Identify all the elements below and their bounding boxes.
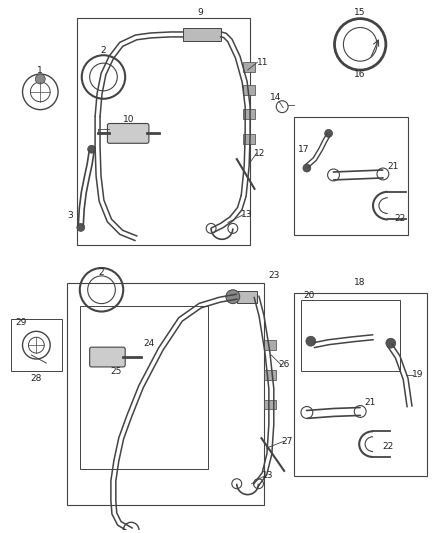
Bar xyxy=(184,28,221,42)
Text: 2: 2 xyxy=(101,46,106,55)
Bar xyxy=(265,370,276,380)
Text: 13: 13 xyxy=(241,210,252,219)
Circle shape xyxy=(35,74,45,84)
Bar xyxy=(243,85,254,95)
Text: 22: 22 xyxy=(382,442,393,450)
Circle shape xyxy=(306,336,316,346)
Bar xyxy=(67,283,265,505)
Text: 23: 23 xyxy=(268,271,280,280)
Text: 18: 18 xyxy=(354,278,366,287)
Text: 15: 15 xyxy=(354,8,366,17)
Text: 26: 26 xyxy=(279,360,290,369)
FancyBboxPatch shape xyxy=(107,124,149,143)
Bar xyxy=(237,290,257,303)
Text: 20: 20 xyxy=(303,291,314,300)
Bar xyxy=(294,293,427,476)
Text: 3: 3 xyxy=(67,211,73,220)
Text: 22: 22 xyxy=(394,214,405,223)
Circle shape xyxy=(226,290,240,304)
Text: 12: 12 xyxy=(254,149,265,158)
Text: 1: 1 xyxy=(37,66,43,75)
Text: 28: 28 xyxy=(31,374,42,383)
Text: 24: 24 xyxy=(143,338,155,348)
Bar xyxy=(265,340,276,350)
Text: 13: 13 xyxy=(261,471,273,480)
Circle shape xyxy=(303,164,311,172)
Bar xyxy=(11,319,62,371)
Circle shape xyxy=(386,338,396,348)
Circle shape xyxy=(88,146,95,153)
Bar xyxy=(80,305,208,469)
Text: 11: 11 xyxy=(257,58,268,67)
Text: 27: 27 xyxy=(282,437,293,446)
FancyBboxPatch shape xyxy=(90,347,125,367)
Text: 19: 19 xyxy=(412,370,423,379)
Text: 25: 25 xyxy=(111,367,122,376)
Circle shape xyxy=(77,223,85,231)
Bar xyxy=(243,109,254,118)
Bar xyxy=(77,18,250,245)
Bar xyxy=(243,134,254,144)
Bar xyxy=(265,400,276,409)
Text: 9: 9 xyxy=(198,8,203,17)
Text: 14: 14 xyxy=(270,93,281,102)
Text: 29: 29 xyxy=(15,318,26,327)
Text: 2: 2 xyxy=(99,269,104,278)
Bar xyxy=(294,117,408,236)
Text: 21: 21 xyxy=(364,398,376,407)
Text: 10: 10 xyxy=(124,115,135,124)
Bar xyxy=(243,62,254,72)
Text: 17: 17 xyxy=(298,145,310,154)
Text: 16: 16 xyxy=(354,69,366,78)
Circle shape xyxy=(325,130,332,138)
Bar xyxy=(301,300,400,371)
Text: 21: 21 xyxy=(387,161,399,171)
